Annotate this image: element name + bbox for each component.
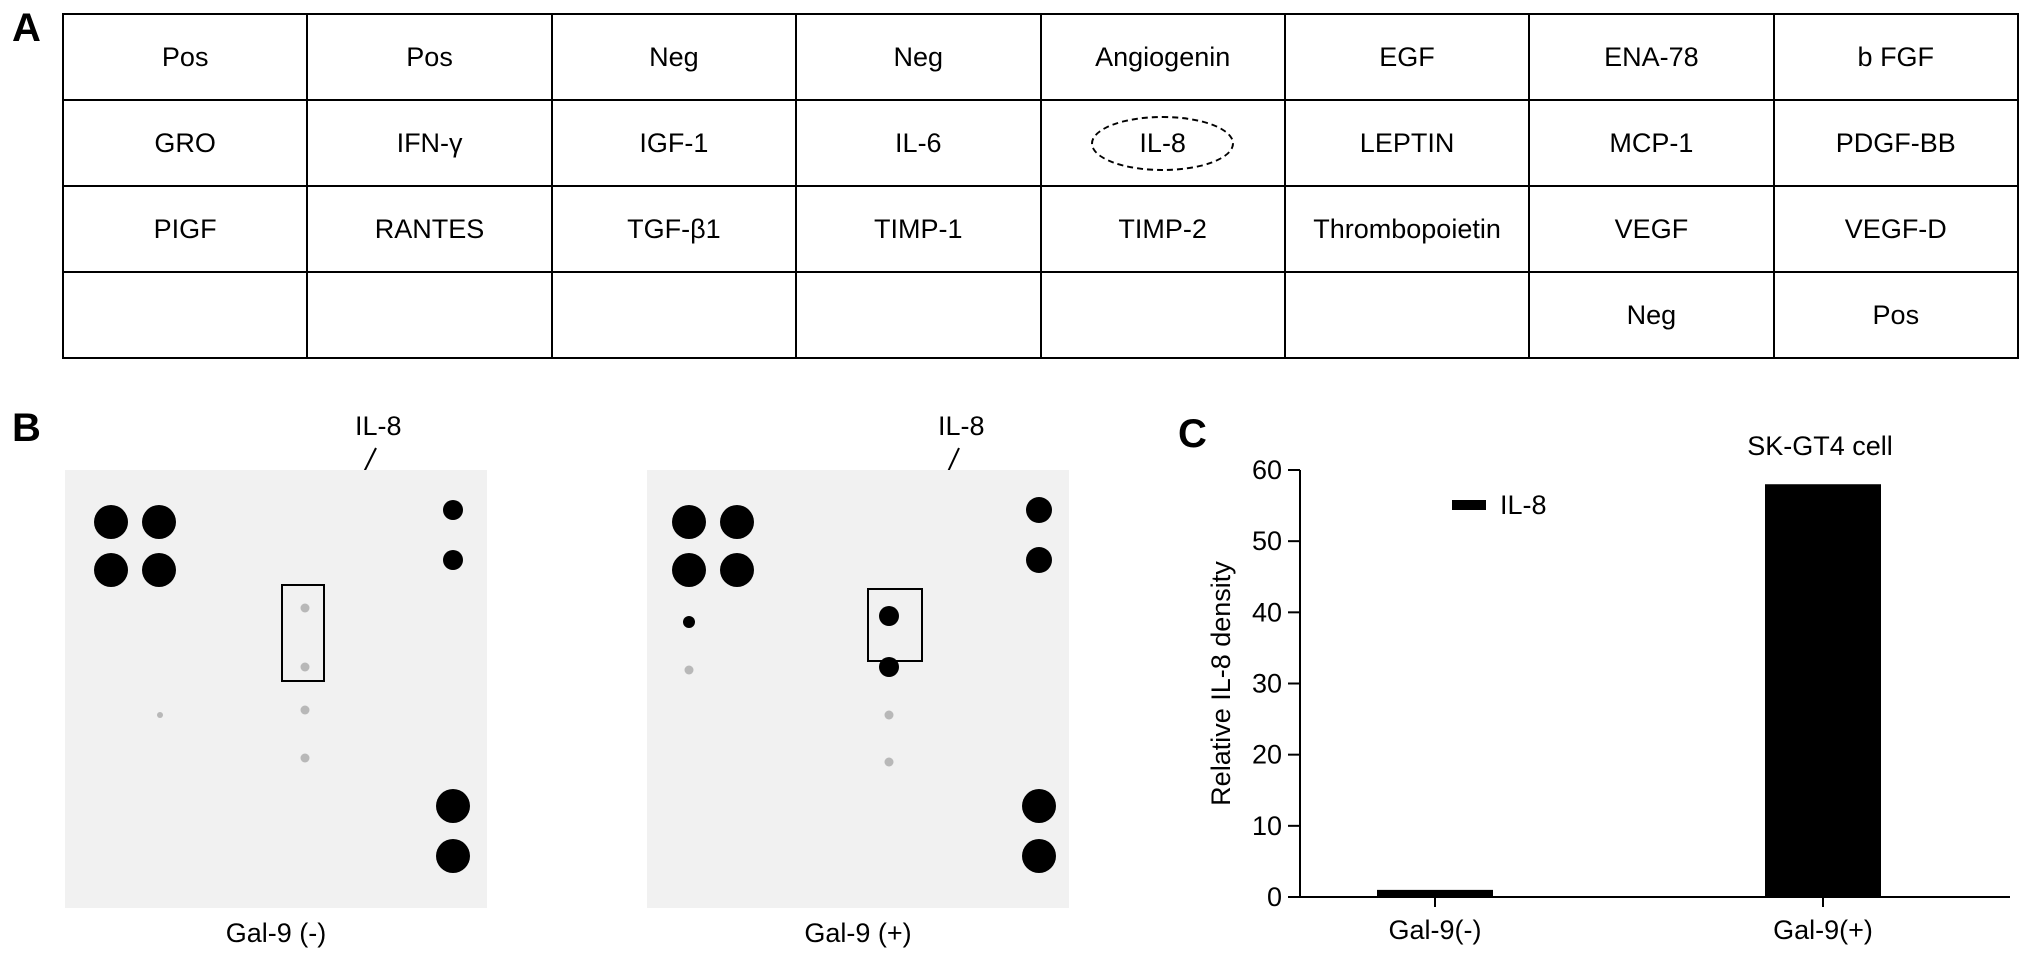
- y-tick-label: 50: [1252, 526, 1282, 556]
- array-cell: GRO: [61, 99, 309, 187]
- panel-letter-c: C: [1178, 412, 1207, 456]
- array-cell: Pos: [61, 13, 309, 101]
- blot-gal9-positive: [647, 470, 1069, 908]
- spot-pos: [672, 505, 706, 539]
- chart-title: SK-GT4 cell: [1747, 431, 1893, 461]
- array-cell: [306, 271, 553, 359]
- array-cell: ENA-78: [1528, 13, 1775, 101]
- faint-spot: [884, 710, 894, 720]
- spot-small: [683, 616, 695, 628]
- y-tick-label: 10: [1252, 811, 1282, 841]
- bar: [1377, 889, 1493, 897]
- array-cell: IL-8: [1039, 99, 1286, 187]
- il8-label-right: IL-8: [938, 411, 985, 441]
- array-cell: [1039, 271, 1286, 359]
- array-cell: Neg: [1528, 271, 1775, 359]
- array-cell: [1283, 271, 1531, 359]
- array-cell: PIGF: [61, 185, 309, 273]
- spot-pos: [436, 839, 470, 873]
- highlighted-cell-label: IL-8: [1091, 115, 1234, 171]
- spot-il8: [879, 657, 899, 677]
- faint-spot: [157, 712, 163, 718]
- array-cell: [61, 271, 309, 359]
- blot-caption-left: Gal-9 (-): [225, 918, 327, 948]
- array-cell: RANTES: [306, 185, 553, 273]
- array-cell: TIMP-2: [1039, 185, 1286, 273]
- spot-pos: [720, 553, 754, 587]
- blot-gal9-negative: [65, 470, 487, 908]
- spot-control: [1026, 547, 1052, 573]
- x-tick-label: Gal-9(-): [1389, 915, 1482, 945]
- y-tick-label: 20: [1252, 740, 1282, 770]
- spot-control: [443, 500, 463, 520]
- spot-pos: [672, 553, 706, 587]
- antibody-array-layout-table: Pos Pos Neg Neg Angiogenin EGF ENA-78 b FGF GRO I…: [61, 13, 2020, 359]
- spot-control: [1026, 497, 1052, 523]
- array-cell: TIMP-1: [795, 185, 1042, 273]
- x-tick-label: Gal-9(+): [1773, 915, 1873, 945]
- panel-letter-b: B: [12, 406, 41, 450]
- spot-il8: [879, 606, 899, 626]
- spot-pos: [142, 505, 176, 539]
- array-cell: [550, 271, 798, 359]
- legend-swatch: [1452, 500, 1486, 510]
- array-cell: Angiogenin: [1039, 13, 1286, 101]
- spot-pos: [436, 789, 470, 823]
- il8-label-left: IL-8: [355, 411, 402, 441]
- spot-pos: [1022, 789, 1056, 823]
- faint-spot: [300, 603, 310, 613]
- array-row: Neg Pos: [61, 271, 2020, 359]
- array-cell: PDGF-BB: [1772, 99, 2020, 187]
- array-row: Pos Pos Neg Neg Angiogenin EGF ENA-78 b FGF: [61, 13, 2020, 101]
- array-cell: Pos: [306, 13, 553, 101]
- il8-highlight-box: [867, 588, 923, 662]
- array-cell: [795, 271, 1042, 359]
- array-cell: MCP-1: [1528, 99, 1775, 187]
- y-tick-label: 60: [1252, 455, 1282, 485]
- array-row: PIGF RANTES TGF-β1 TIMP-1 TIMP-2 Thrombopoiet…: [61, 185, 2020, 273]
- spot-control: [443, 550, 463, 570]
- blot-caption-right: Gal-9 (+): [804, 918, 912, 948]
- array-cell: b FGF: [1772, 13, 2020, 101]
- array-cell: EGF: [1283, 13, 1531, 101]
- array-row: GRO IFN-γ IGF-1 IL-6 IL-8 LEPTIN MCP-1 PDGF-BB: [61, 99, 2020, 187]
- array-cell: VEGF-D: [1772, 185, 2020, 273]
- y-axis-label: Relative IL-8 density: [1206, 561, 1236, 806]
- il8-density-bar-chart: 0 10 20 30 40 50 60 Relative IL-8 density SK-GT4…: [1206, 431, 2010, 945]
- faint-spot: [684, 665, 694, 675]
- array-cell: IL-6: [795, 99, 1042, 187]
- spot-pos: [720, 505, 754, 539]
- array-cell: TGF-β1: [550, 185, 798, 273]
- array-cell: VEGF: [1528, 185, 1775, 273]
- faint-spot: [300, 753, 310, 763]
- array-cell: Pos: [1772, 271, 2020, 359]
- array-cell: Neg: [550, 13, 798, 101]
- array-cell: IGF-1: [550, 99, 798, 187]
- array-cell: IFN-γ: [306, 99, 553, 187]
- bar: [1765, 484, 1881, 897]
- faint-spot: [884, 757, 894, 767]
- y-tick-label: 0: [1267, 882, 1282, 912]
- faint-spot: [300, 705, 310, 715]
- legend-label: IL-8: [1500, 490, 1547, 520]
- faint-spot: [300, 662, 310, 672]
- panel-letter-a: A: [12, 6, 41, 50]
- spot-pos: [142, 553, 176, 587]
- array-cell: LEPTIN: [1283, 99, 1531, 187]
- array-cell: Thrombopoietin: [1283, 185, 1531, 273]
- array-cell: Neg: [795, 13, 1042, 101]
- spot-pos: [1022, 839, 1056, 873]
- spot-pos: [94, 553, 128, 587]
- y-tick-label: 40: [1252, 597, 1282, 627]
- spot-pos: [94, 505, 128, 539]
- y-tick-label: 30: [1252, 669, 1282, 699]
- il8-highlight-box: [281, 584, 325, 682]
